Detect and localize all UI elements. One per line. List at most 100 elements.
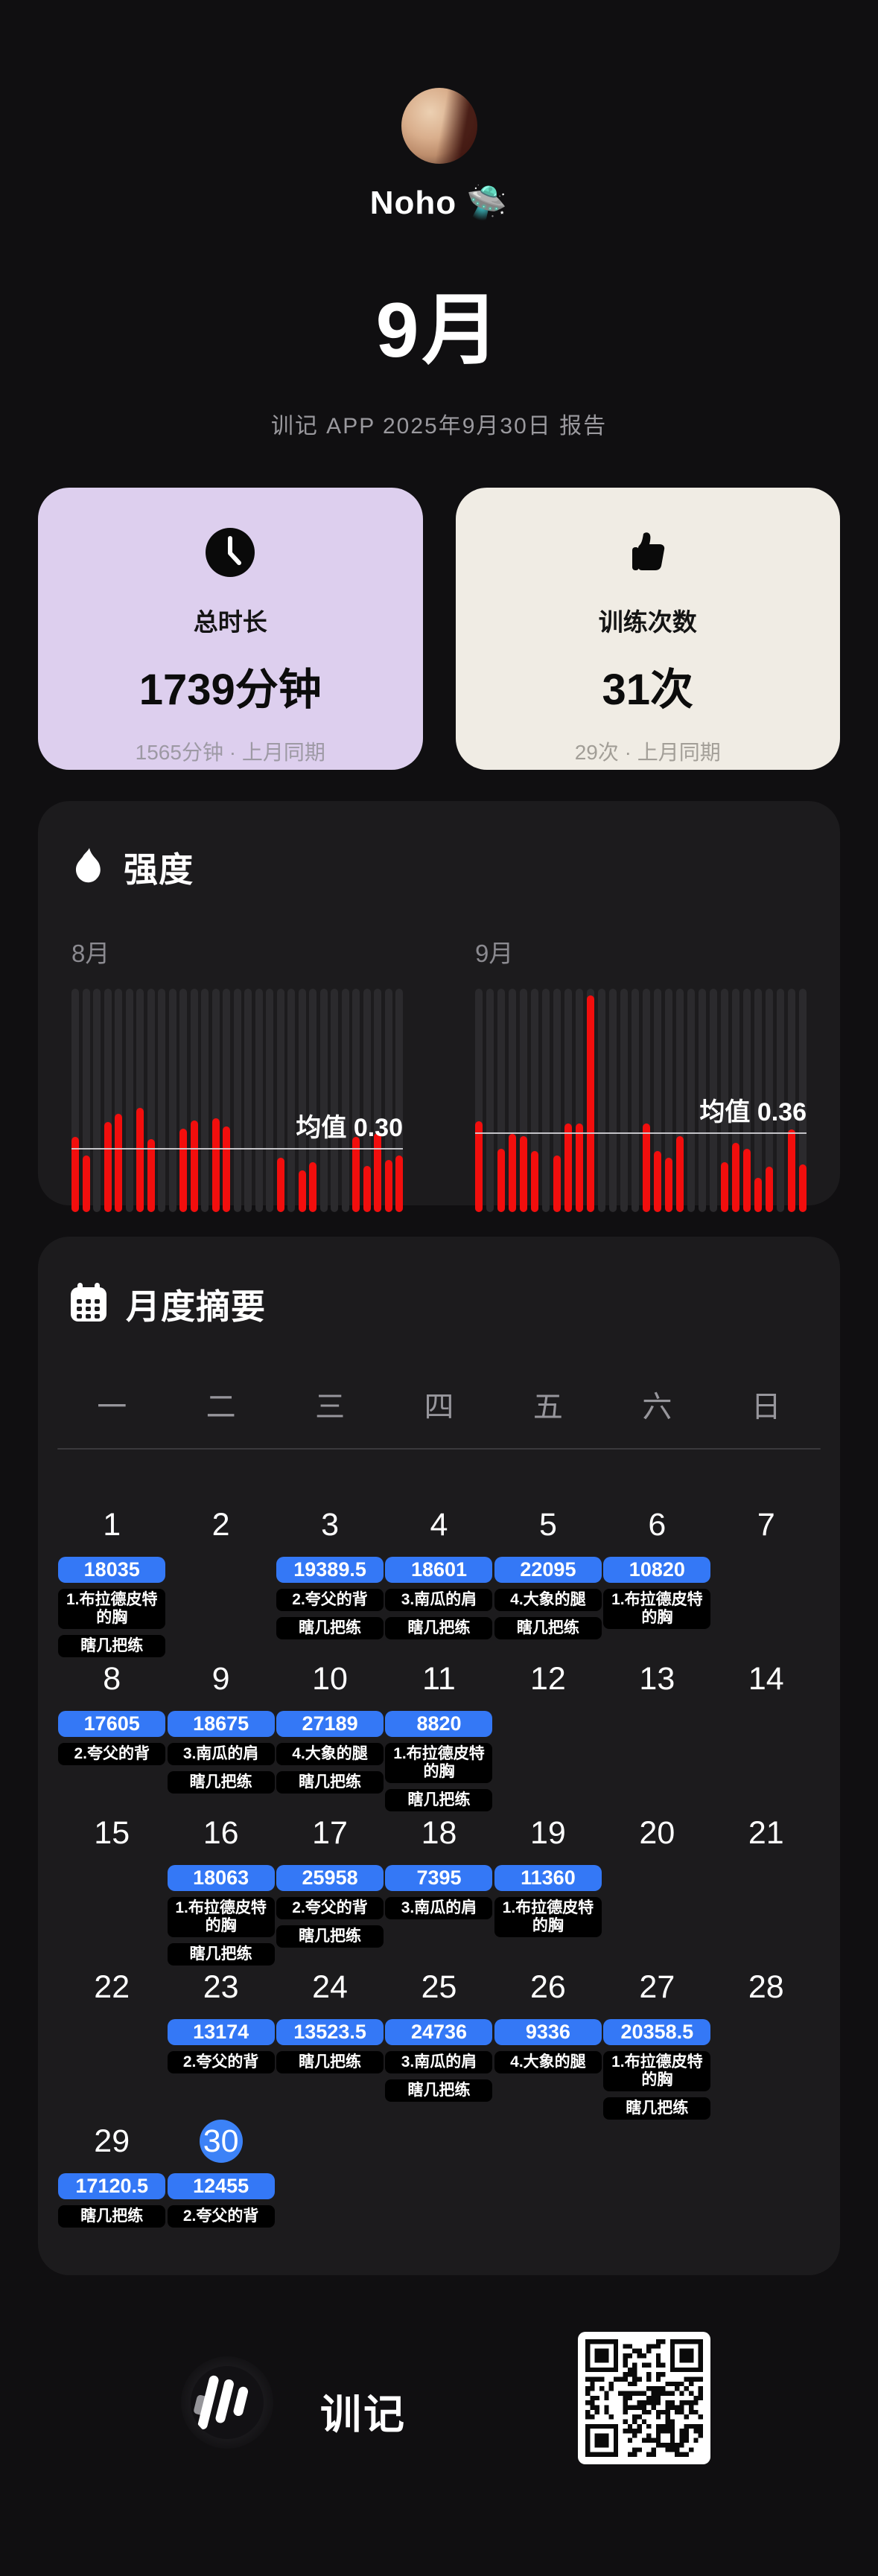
mean-line bbox=[71, 1148, 403, 1150]
flame-icon bbox=[71, 847, 107, 889]
exercise-tag: 2.夸父的背 bbox=[276, 1589, 384, 1611]
exercise-tag: 3.南瓜的肩 bbox=[385, 1897, 493, 1919]
volume-badge: 11360 bbox=[494, 1865, 602, 1891]
calendar-day-cell: 25 24736 3.南瓜的肩 瞎几把练 bbox=[384, 1966, 493, 2102]
exercise-tag: 瞎几把练 bbox=[385, 2079, 493, 2102]
day-number: 26 bbox=[530, 1969, 566, 2005]
calendar-day-cell: 30 12455 2.夸父的背 bbox=[166, 2120, 275, 2228]
chart-slot bbox=[665, 989, 672, 1212]
intensity-bar bbox=[553, 1155, 561, 1212]
calendar-day-cell: 7 bbox=[712, 1503, 821, 1546]
chart-slot bbox=[190, 989, 198, 1212]
calendar-day-cell: 20 bbox=[602, 1811, 711, 1855]
chart-slot bbox=[609, 989, 617, 1212]
calendar-day-cell: 4 18601 3.南瓜的肩 瞎几把练 bbox=[384, 1503, 493, 1639]
exercise-tag: 1.布拉德皮特的胸 bbox=[603, 2051, 711, 2091]
volume-badge: 10820 bbox=[603, 1557, 711, 1583]
chart-slot bbox=[732, 989, 739, 1212]
weekday-label: 六 bbox=[642, 1391, 672, 1424]
sessions-value: 31次 bbox=[602, 666, 693, 714]
chart-slot bbox=[553, 989, 561, 1212]
day-number: 19 bbox=[530, 1815, 566, 1851]
chart-slot bbox=[287, 989, 295, 1212]
intensity-bar bbox=[309, 1161, 316, 1212]
calendar-day-cell: 21 bbox=[712, 1811, 821, 1855]
chart-slot bbox=[632, 989, 639, 1212]
chart-slot bbox=[309, 989, 316, 1212]
intensity-bar bbox=[743, 1149, 751, 1212]
volume-badge: 8820 bbox=[385, 1711, 493, 1737]
chart-slot bbox=[374, 989, 381, 1212]
exercise-tag: 瞎几把练 bbox=[58, 1635, 166, 1657]
exercise-tag: 2.夸父的背 bbox=[167, 2205, 275, 2228]
day-number: 16 bbox=[203, 1815, 239, 1851]
calendar-day-cell: 5 22095 4.大象的腿 瞎几把练 bbox=[494, 1503, 602, 1639]
exercise-tag: 瞎几把练 bbox=[167, 1943, 275, 1966]
exercise-tag: 瞎几把练 bbox=[276, 1771, 384, 1794]
exercise-tag: 2.夸父的背 bbox=[167, 2051, 275, 2073]
day-number: 30 bbox=[199, 2120, 243, 2163]
exercise-tag: 1.布拉德皮特的胸 bbox=[385, 1743, 493, 1783]
intensity-charts: 8月 均值 0.30 9月 均值 0.36 bbox=[71, 934, 807, 1212]
day-number: 6 bbox=[648, 1507, 667, 1543]
chart-slot bbox=[395, 989, 403, 1212]
intensity-bar bbox=[497, 1149, 505, 1212]
exercise-tag: 4.大象的腿 bbox=[276, 1743, 384, 1765]
intensity-bar bbox=[520, 1136, 527, 1212]
chart-slot bbox=[788, 989, 795, 1212]
calendar-divider bbox=[57, 1448, 821, 1450]
volume-badge: 25958 bbox=[276, 1865, 384, 1891]
chart-slot bbox=[509, 989, 516, 1212]
exercise-tag: 1.布拉德皮特的胸 bbox=[494, 1897, 602, 1937]
weekday-label: 五 bbox=[532, 1391, 563, 1424]
intensity-bar bbox=[732, 1142, 739, 1212]
volume-badge: 18063 bbox=[167, 1865, 275, 1891]
chart-slot bbox=[531, 989, 538, 1212]
intensity-bar bbox=[384, 1159, 392, 1212]
stats-row: 总时长 1739分钟 1565分钟 · 上月同期 训练次数 31次 29次 · … bbox=[38, 488, 840, 770]
chart-slot bbox=[687, 989, 695, 1212]
calendar-day-cell: 2 bbox=[166, 1503, 275, 1546]
chart-slot bbox=[201, 989, 209, 1212]
calendar-icon bbox=[68, 1281, 109, 1328]
exercise-tag: 3.南瓜的肩 bbox=[385, 2051, 493, 2073]
chart-slot bbox=[497, 989, 505, 1212]
chart-slot bbox=[93, 989, 101, 1212]
exercise-tag: 1.布拉德皮特的胸 bbox=[167, 1897, 275, 1937]
day-number: 18 bbox=[421, 1815, 457, 1851]
intensity-bar bbox=[665, 1158, 672, 1212]
chart-month-label: 8月 bbox=[71, 940, 110, 967]
intensity-bar bbox=[276, 1158, 284, 1212]
intensity-bar bbox=[721, 1162, 728, 1212]
day-number: 28 bbox=[748, 1969, 784, 2005]
chart-slot bbox=[71, 989, 79, 1212]
day-number: 10 bbox=[312, 1661, 348, 1697]
calendar-day-cell: 23 13174 2.夸父的背 bbox=[166, 1966, 275, 2073]
intensity-bar bbox=[352, 1137, 360, 1212]
chart-slot bbox=[384, 989, 392, 1212]
clock-icon bbox=[206, 528, 255, 577]
chart-slot bbox=[179, 989, 187, 1212]
day-number: 11 bbox=[422, 1661, 456, 1697]
calendar-week-row: 15 16 18063 1.布拉德皮特的胸瞎几把练 17 25958 2.夸父的背瞎几把练 1… bbox=[57, 1811, 821, 1966]
day-number: 3 bbox=[321, 1507, 340, 1543]
chart-slot bbox=[721, 989, 728, 1212]
exercise-tag: 瞎几把练 bbox=[494, 1617, 602, 1639]
calendar-day-cell: 16 18063 1.布拉德皮特的胸瞎几把练 bbox=[166, 1811, 275, 1966]
chart-slot bbox=[352, 989, 360, 1212]
day-number: 15 bbox=[94, 1815, 130, 1851]
chart-slot bbox=[710, 989, 717, 1212]
calendar-day-cell: 17 25958 2.夸父的背 瞎几把练 bbox=[276, 1811, 384, 1948]
chart-month-label: 9月 bbox=[475, 940, 514, 967]
exercise-tag: 2.夸父的背 bbox=[276, 1897, 384, 1919]
day-number: 17 bbox=[312, 1815, 348, 1851]
chart-slot bbox=[699, 989, 706, 1212]
intensity-bar bbox=[298, 1170, 306, 1212]
intensity-bar bbox=[531, 1151, 538, 1212]
intensity-bar bbox=[395, 1155, 403, 1212]
avatar bbox=[401, 88, 477, 164]
exercise-tag: 1.布拉德皮特的胸 bbox=[58, 1589, 166, 1629]
session-count-card: 训练次数 31次 29次 · 上月同期 bbox=[455, 488, 840, 770]
day-number: 13 bbox=[639, 1661, 675, 1697]
calendar-grid: 1 18035 1.布拉德皮特的胸 瞎几把练 2 3 19389.5 2.夸父的背 瞎几把练 4 1… bbox=[57, 1503, 821, 2228]
